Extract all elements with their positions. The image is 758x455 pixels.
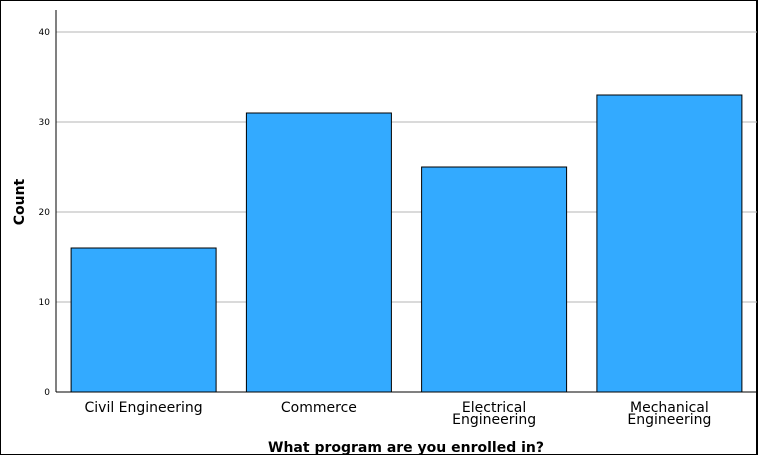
bar	[245, 112, 392, 393]
y-tick-label: 20	[39, 208, 51, 218]
x-category-label: Mechanical Engineering	[627, 400, 711, 428]
y-tick-label: 40	[39, 28, 51, 38]
bars	[70, 94, 743, 393]
x-category-label-line: Electrical	[462, 400, 526, 416]
y-axis-title: Count	[12, 178, 28, 225]
y-tick-label: 10	[39, 298, 51, 308]
y-tick-label: 30	[39, 118, 51, 128]
x-category-label-line: Engineering	[627, 412, 711, 428]
x-category-label: Civil Engineering	[85, 400, 203, 416]
axes	[55, 10, 757, 393]
bar	[596, 94, 743, 393]
x-category-label-line: Commerce	[281, 400, 357, 416]
y-tick-label: 0	[44, 388, 50, 398]
x-axis-title: What program are you enrolled in?	[268, 440, 544, 455]
x-category-labels: Civil Engineering Commerce Electrical Engin…	[85, 400, 712, 428]
y-tick-labels: 0 10 20 30 40	[39, 28, 51, 398]
bar	[70, 247, 217, 393]
x-category-label-line: Engineering	[452, 412, 536, 428]
bar	[421, 166, 568, 393]
x-category-label: Electrical Engineering	[452, 400, 536, 428]
x-category-label-line: Mechanical	[630, 400, 709, 416]
x-category-label-line: Civil Engineering	[85, 400, 203, 416]
x-category-label: Commerce	[281, 400, 357, 416]
